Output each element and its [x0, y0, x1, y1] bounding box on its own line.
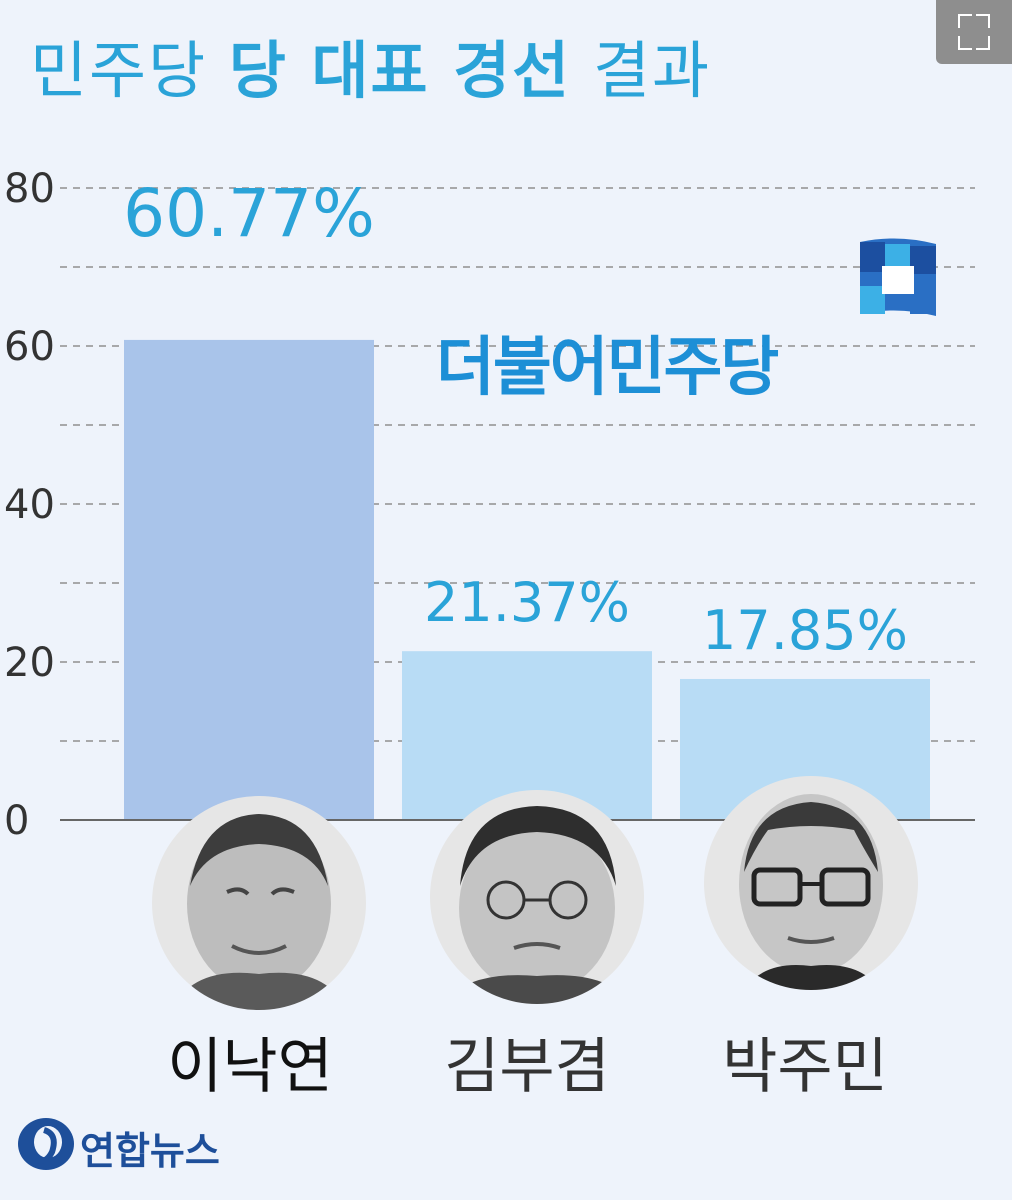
title-part-1: 민주당: [30, 34, 208, 107]
bar-1: [124, 339, 374, 820]
chart-title: 민주당 당 대표 경선 결과: [30, 20, 711, 110]
candidate-name-1: 이낙연: [167, 1032, 333, 1102]
y-tick-label: 40: [4, 482, 55, 528]
title-part-2: 당 대표 경선: [228, 34, 572, 107]
avatar-candidate-2: [430, 790, 644, 1004]
y-axis-ticks: 0 20 40 60 80: [4, 166, 55, 844]
y-tick-label: 60: [4, 324, 55, 370]
yonhap-logo-text: 연합뉴스: [80, 1129, 220, 1173]
fullscreen-button[interactable]: [936, 0, 1012, 64]
expand-corner-icon: [958, 14, 972, 28]
value-label-2: 21.37%: [424, 571, 630, 634]
candidate-name-2: 김부겸: [444, 1032, 610, 1102]
y-tick-label: 0: [4, 798, 29, 844]
value-label-1: 60.77%: [123, 175, 375, 252]
y-tick-label: 20: [4, 640, 55, 686]
expand-corner-icon: [976, 14, 990, 28]
value-label-3: 17.85%: [702, 599, 908, 662]
party-name: 더불어민주당: [436, 331, 779, 405]
expand-corner-icon: [976, 36, 990, 50]
yonhap-logo-icon: [18, 1118, 74, 1170]
avatar-candidate-1: [152, 796, 366, 1010]
title-part-3: 결과: [592, 34, 712, 107]
y-tick-label: 80: [4, 166, 55, 212]
candidate-name-3: 박주민: [722, 1032, 888, 1102]
expand-corner-icon: [958, 36, 972, 50]
bars: [124, 339, 930, 820]
party-flag-icon: [860, 238, 936, 316]
value-labels: 60.77% 21.37% 17.85%: [123, 175, 908, 662]
avatar-candidate-3: [704, 776, 918, 990]
